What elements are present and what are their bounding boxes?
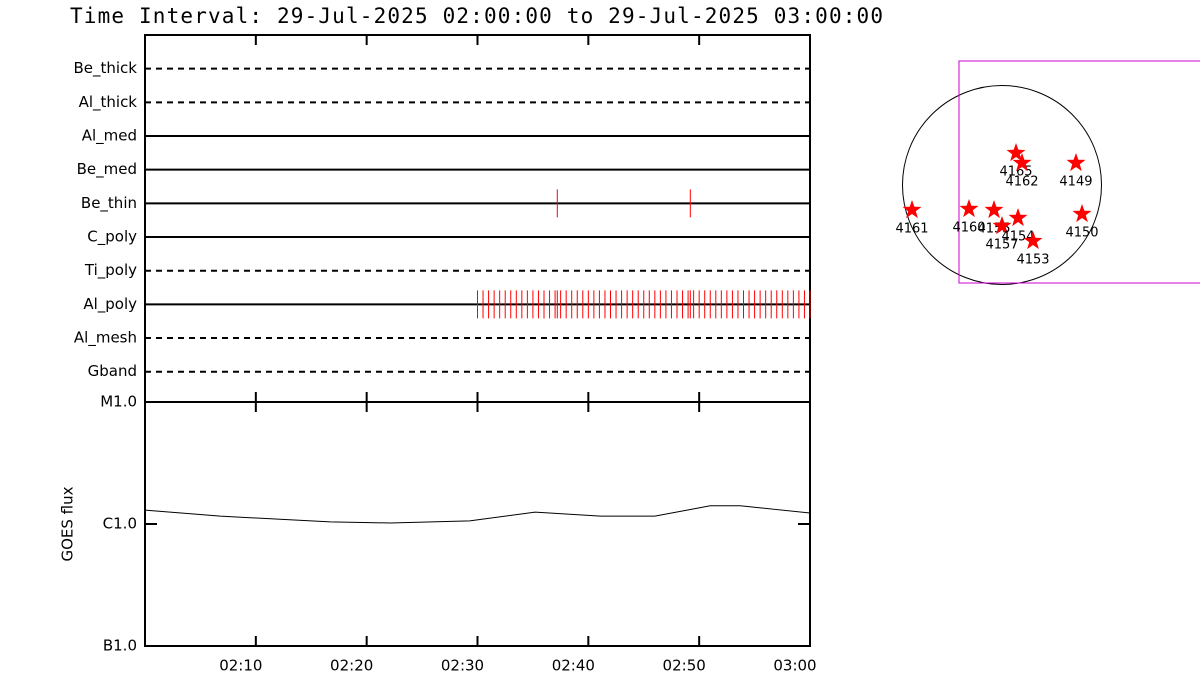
region-label: 4162 [1005,175,1038,190]
solar-disk [902,85,1102,285]
region-star [984,200,1004,219]
row-label: Be_thin [81,194,137,213]
region-star [902,200,922,219]
row-label: Al_mesh [74,329,137,348]
row-label: Al_med [82,127,137,146]
y-tick-label: C1.0 [103,515,137,533]
row-label: Al_thick [79,93,138,112]
region-star [1066,153,1086,172]
region-label: 4149 [1059,175,1092,190]
region-label: 4157 [985,237,1018,252]
region-label: 4160 [952,220,985,235]
region-star [1023,231,1043,250]
event-panel [144,34,811,403]
x-tick-label: 02:40 [552,657,595,675]
region-label: 4161 [895,222,928,237]
row-label: Be_med [77,160,137,179]
field-of-view [958,60,1200,284]
x-tick-label: 02:20 [330,657,373,675]
goes-panel [144,401,811,647]
row-label: C_poly [87,228,137,247]
y-tick-label: B1.0 [103,637,137,655]
region-label: 4150 [1065,226,1098,241]
region-label: 4153 [1016,253,1049,268]
region-label: 4154 [1001,230,1034,245]
x-tick-label: 02:10 [219,657,262,675]
row-label: Ti_poly [84,261,137,280]
row-label: Al_poly [83,295,137,314]
region-star [992,216,1012,235]
y-tick-label: M1.0 [100,393,137,411]
region-star [959,199,979,218]
row-label: Gband [88,362,137,380]
goes-curve [144,505,811,524]
chart-title: Time Interval: 29-Jul-2025 02:00:00 to 2… [70,4,883,28]
x-tick-label: 03:00 [773,657,816,675]
row-label: Be_thick [73,59,137,78]
region-star [1072,204,1092,223]
region-star [1012,153,1032,172]
x-tick-label: 02:50 [663,657,706,675]
y-axis-label: GOES flux [59,486,77,561]
region-star [1008,208,1028,227]
x-tick-label: 02:30 [441,657,484,675]
region-star [1006,143,1026,162]
